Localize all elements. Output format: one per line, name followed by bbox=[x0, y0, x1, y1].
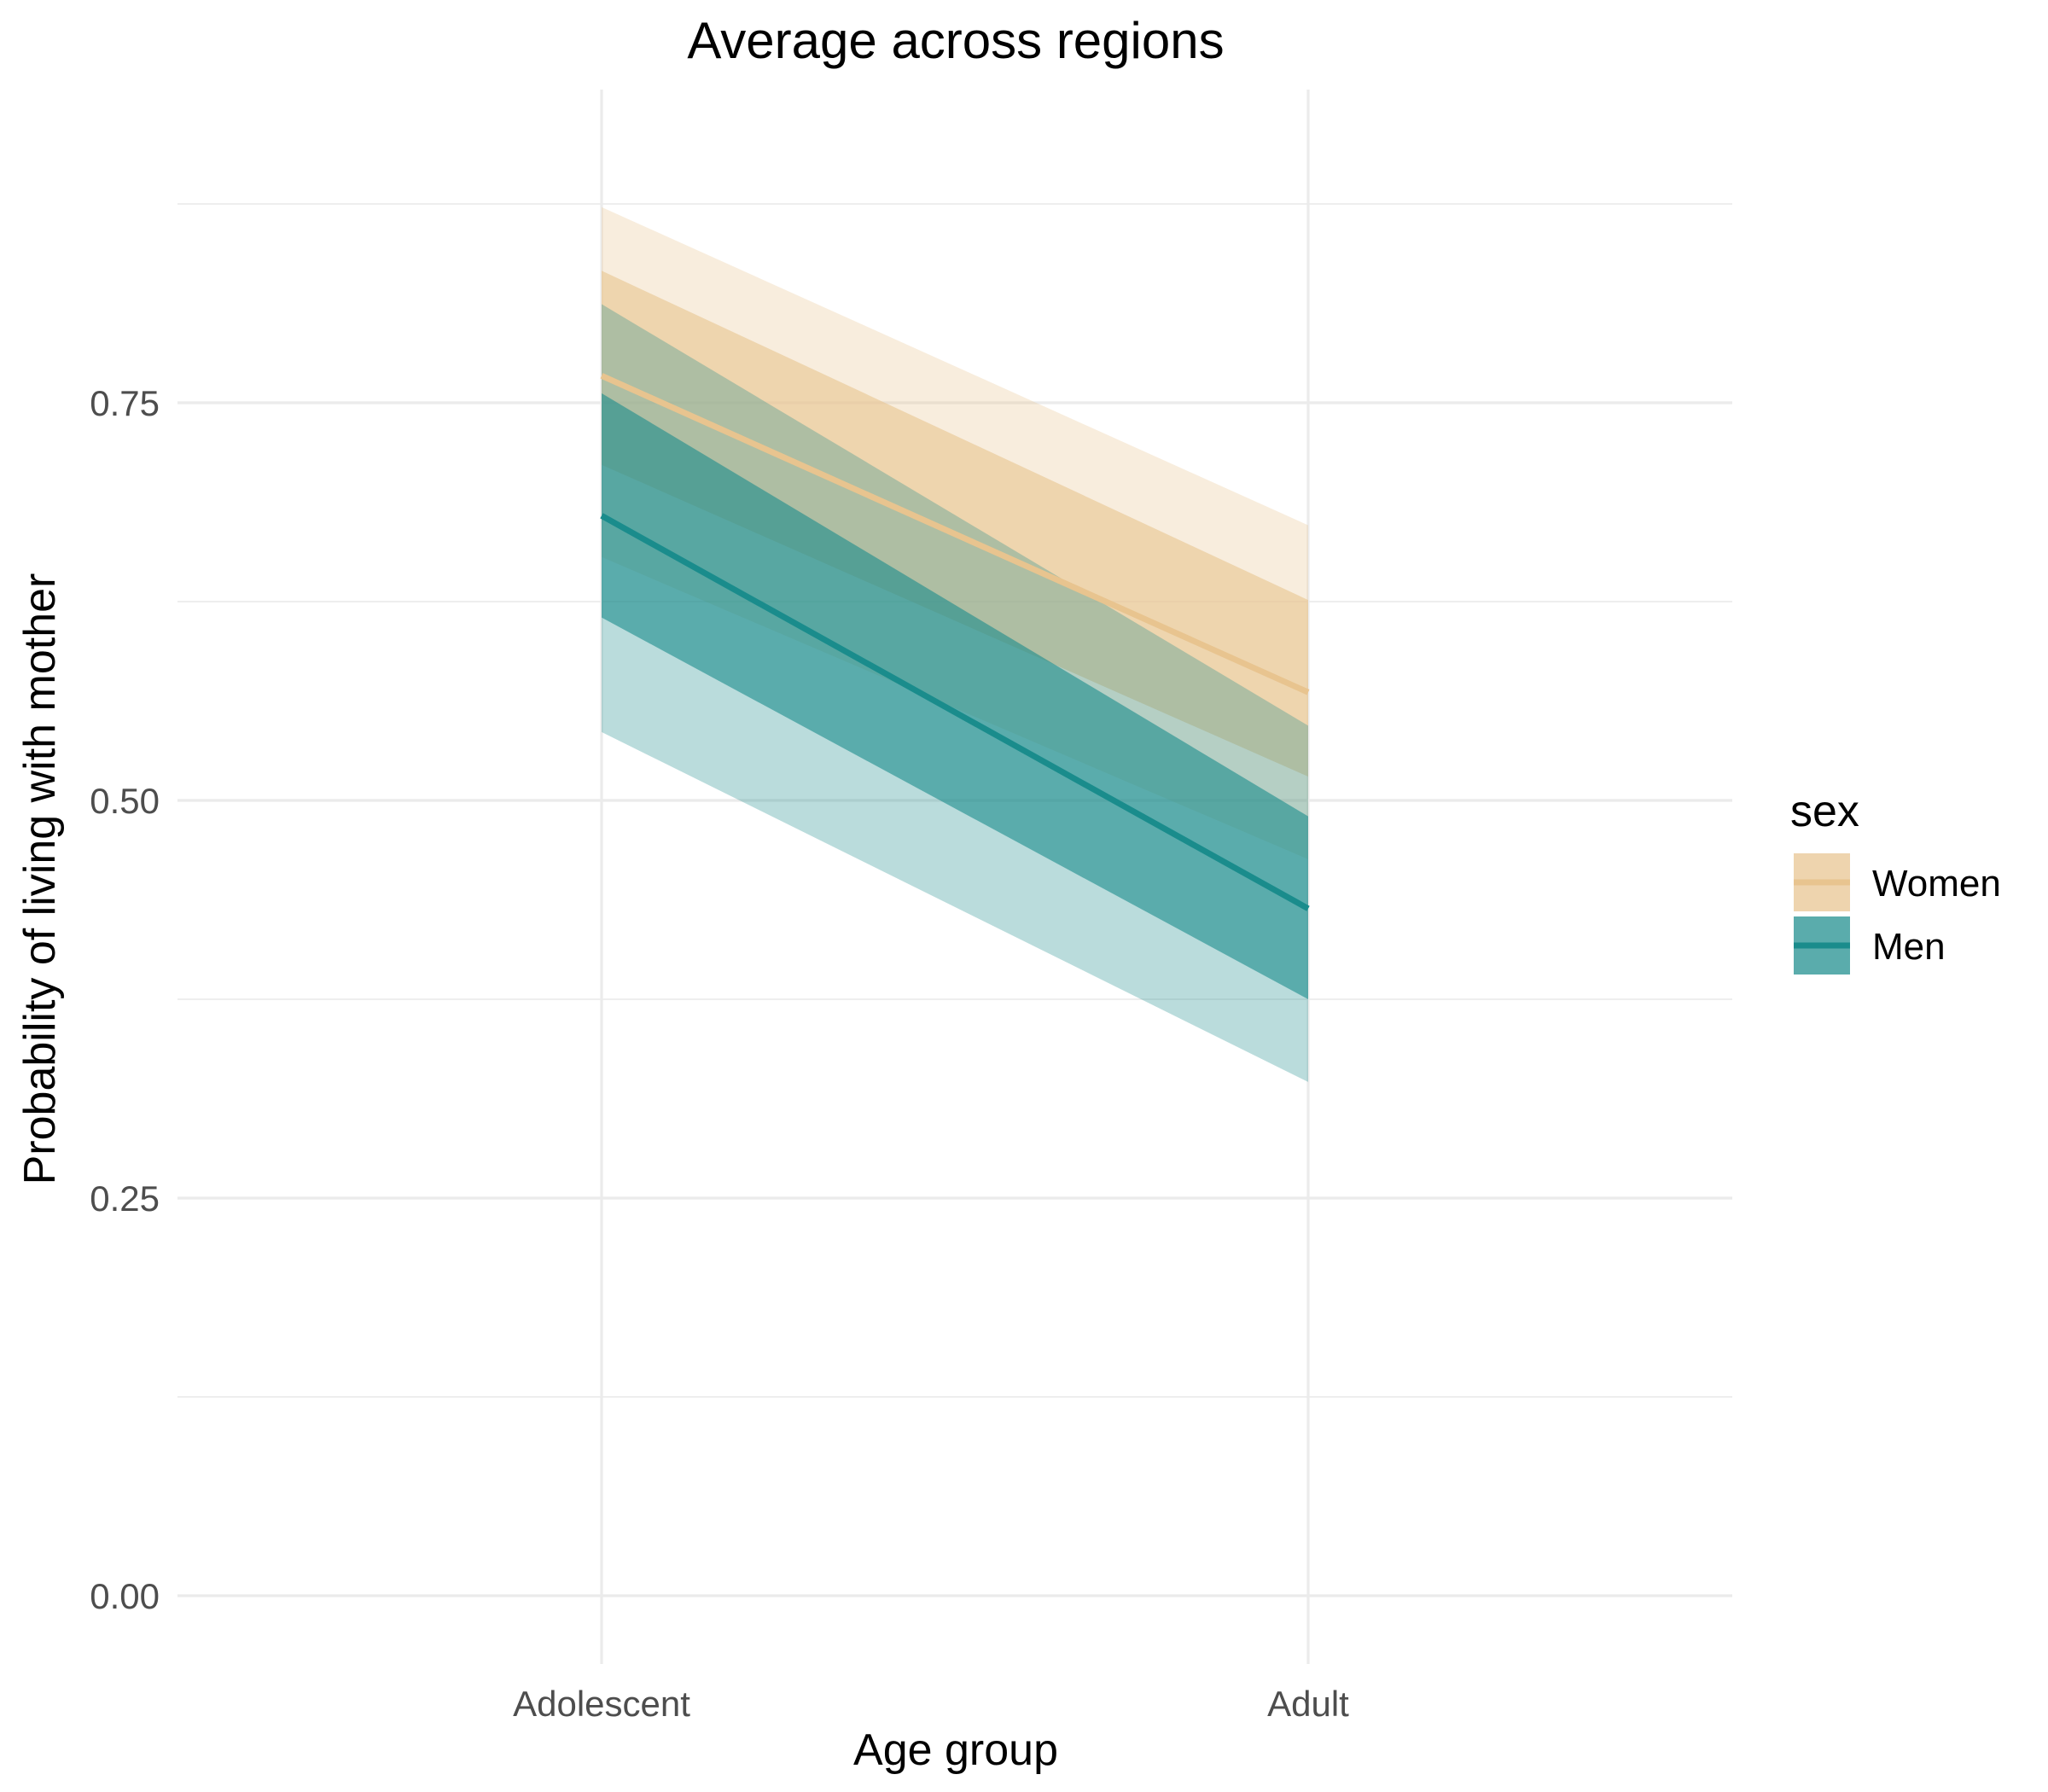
y-tick-label: 0.25 bbox=[90, 1178, 160, 1219]
series-lines bbox=[600, 373, 1310, 911]
y-tick-label: 0.00 bbox=[90, 1576, 160, 1616]
y-axis-title: Probability of living with mother bbox=[15, 573, 65, 1185]
x-tick-label: Adolescent bbox=[513, 1684, 690, 1724]
legend-label-men: Men bbox=[1872, 926, 1946, 968]
legend-title: sex bbox=[1790, 787, 1859, 836]
axis-tick-labels: 0.00 0.25 0.50 0.75 Adolescent Adult bbox=[90, 383, 1349, 1724]
legend: sex Women Men bbox=[1790, 787, 2001, 975]
y-tick-label: 0.50 bbox=[90, 781, 160, 821]
x-axis-title: Age group bbox=[853, 1725, 1058, 1775]
women-line bbox=[600, 373, 1310, 695]
y-tick-label: 0.75 bbox=[90, 383, 160, 423]
men-inner-band bbox=[602, 393, 1308, 999]
men-line bbox=[600, 513, 1310, 911]
legend-label-women: Women bbox=[1872, 863, 2001, 905]
legend-key-women bbox=[1794, 853, 1850, 911]
women-inner-band bbox=[602, 271, 1308, 777]
legend-items: Women Men bbox=[1794, 853, 2001, 975]
chart-title: Average across regions bbox=[687, 12, 1224, 69]
x-tick-label: Adult bbox=[1267, 1684, 1349, 1724]
legend-key-men bbox=[1794, 916, 1850, 975]
